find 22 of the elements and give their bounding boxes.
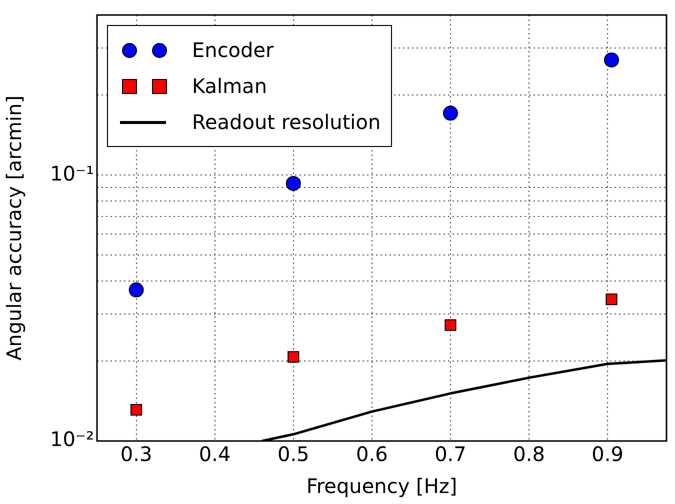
point — [288, 351, 300, 363]
legend-label: Kalman — [192, 73, 267, 100]
legend-label: Readout resolution — [192, 109, 381, 136]
x-tick-label: 0.9 — [592, 442, 624, 466]
y-axis-title: Angular accuracy [arcmin] — [2, 95, 26, 361]
x-tick-label: 0.4 — [198, 442, 231, 466]
point — [604, 52, 620, 68]
legend-label: Encoder — [192, 37, 274, 64]
x-tick-label: 0.3 — [120, 442, 152, 466]
point — [444, 319, 456, 331]
point — [128, 282, 144, 298]
y-tick-label: 10⁻¹ — [50, 161, 94, 186]
x-axis-title: Frequency [Hz] — [306, 474, 458, 498]
y-tick-label: 10⁻² — [50, 427, 94, 452]
point — [130, 404, 142, 416]
point — [606, 294, 618, 306]
x-tick-label: 0.7 — [434, 442, 466, 466]
point — [442, 106, 458, 121]
x-tick-label: 0.8 — [513, 442, 545, 466]
point — [286, 176, 301, 191]
x-tick-label: 0.5 — [277, 442, 310, 466]
x-tick-label: 0.6 — [356, 442, 388, 466]
